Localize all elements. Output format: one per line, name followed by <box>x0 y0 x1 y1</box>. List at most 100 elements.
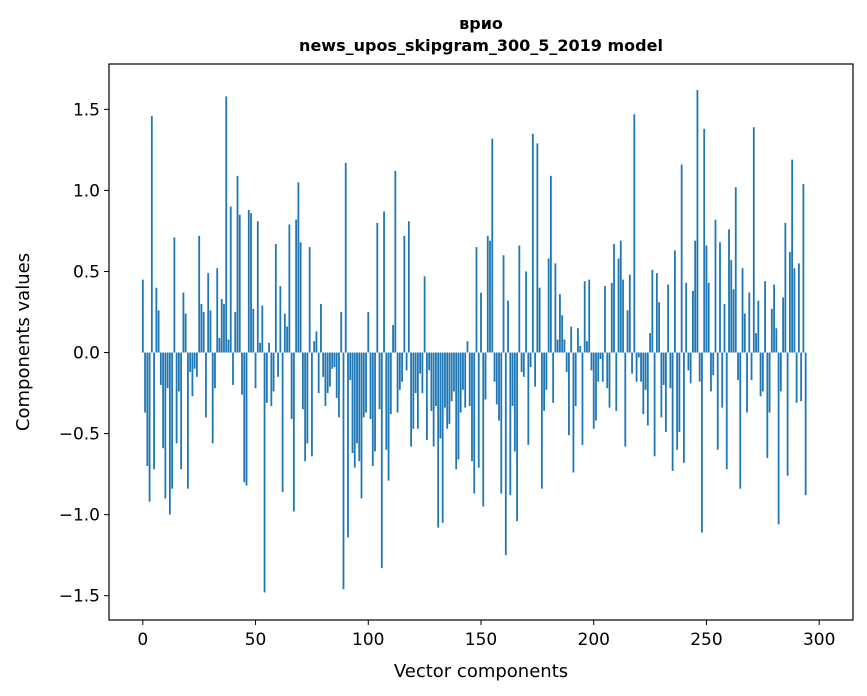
bar <box>344 162 347 353</box>
bar <box>475 247 478 353</box>
bar <box>692 290 694 353</box>
bar <box>791 159 794 353</box>
y-tick-label: 1.0 <box>73 181 100 201</box>
bar <box>234 312 237 353</box>
bar <box>202 312 205 353</box>
bar <box>755 333 757 353</box>
bar <box>297 182 300 353</box>
bar <box>353 352 356 468</box>
bar <box>263 352 266 593</box>
bar <box>229 206 232 353</box>
bar <box>457 352 460 460</box>
bar <box>669 352 672 389</box>
bar <box>561 315 564 353</box>
bar <box>468 352 471 407</box>
y-tick-label: 0.0 <box>73 344 100 364</box>
bar <box>189 352 192 372</box>
bar <box>777 352 780 525</box>
bar <box>245 352 248 486</box>
bar <box>191 352 194 397</box>
bar <box>610 282 613 353</box>
bar <box>694 240 697 353</box>
bar <box>403 235 406 353</box>
bar <box>511 352 514 407</box>
bar <box>619 240 622 353</box>
bar <box>637 352 640 358</box>
bar <box>538 287 541 353</box>
bar <box>162 352 165 449</box>
bar <box>559 294 561 353</box>
bar <box>719 242 721 353</box>
bar <box>725 352 728 470</box>
bar <box>283 313 286 353</box>
bar <box>547 258 550 353</box>
bar <box>164 352 167 499</box>
bar <box>430 352 433 411</box>
bar <box>455 352 458 470</box>
bar <box>200 303 203 353</box>
bar <box>444 352 446 408</box>
bar <box>272 352 275 392</box>
bar <box>721 352 724 408</box>
bar <box>513 352 516 452</box>
bar <box>804 352 807 496</box>
bar <box>660 352 663 418</box>
bar <box>651 269 654 353</box>
bar <box>683 352 685 463</box>
bar <box>225 96 228 353</box>
bar <box>187 352 189 489</box>
bar <box>741 268 744 353</box>
bar <box>473 352 476 494</box>
bar <box>707 282 710 353</box>
x-tick-label: 0 <box>137 630 148 650</box>
bar <box>175 352 178 444</box>
bar <box>380 352 383 569</box>
bar <box>401 352 403 382</box>
bar <box>265 352 268 403</box>
bar <box>394 170 397 353</box>
bar <box>315 331 318 353</box>
bar <box>333 352 336 368</box>
bar <box>775 328 778 353</box>
bar <box>207 273 210 353</box>
bar <box>626 310 629 353</box>
bar <box>604 286 606 353</box>
bar <box>628 274 631 353</box>
bar <box>734 187 737 353</box>
bar <box>252 308 255 353</box>
bar <box>664 352 667 432</box>
bar <box>649 333 651 353</box>
bar <box>435 352 437 407</box>
bar <box>504 352 507 556</box>
bar <box>552 352 555 403</box>
bar <box>800 352 803 402</box>
bar-series <box>141 89 807 593</box>
bar <box>622 279 624 353</box>
bar <box>428 352 431 371</box>
bar <box>534 352 537 387</box>
bar <box>358 352 361 462</box>
bar <box>522 352 525 377</box>
bar <box>453 352 455 392</box>
bar <box>716 352 719 450</box>
bar <box>166 352 169 389</box>
bar <box>786 352 789 476</box>
bar <box>491 138 494 353</box>
bar <box>331 352 334 369</box>
y-axis-label: Components values <box>13 253 34 431</box>
x-tick-label: 50 <box>245 630 267 650</box>
bar <box>500 352 503 494</box>
bar <box>290 352 293 419</box>
bar <box>329 352 331 387</box>
bar <box>168 352 171 515</box>
bar <box>362 352 365 418</box>
bar <box>306 352 309 444</box>
bar <box>437 352 440 528</box>
y-tick-label: −0.5 <box>59 425 100 445</box>
bar <box>141 279 144 353</box>
bar <box>157 310 160 353</box>
bar <box>696 89 699 353</box>
bar <box>703 128 706 353</box>
bar <box>159 352 162 385</box>
bar <box>407 221 410 353</box>
